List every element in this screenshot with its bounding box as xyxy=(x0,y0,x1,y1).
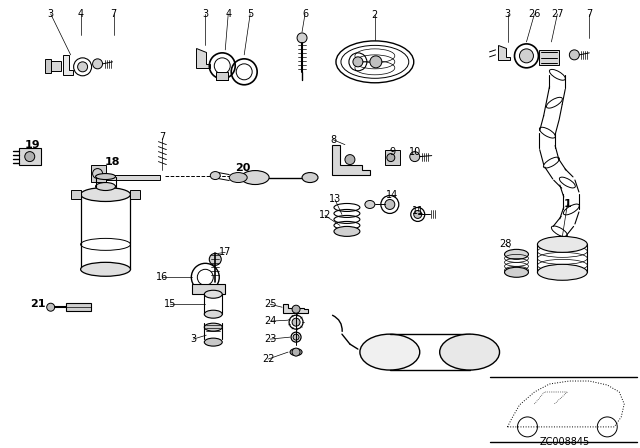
Circle shape xyxy=(47,303,54,311)
Ellipse shape xyxy=(334,226,360,237)
Ellipse shape xyxy=(302,172,318,182)
Text: 17: 17 xyxy=(219,247,232,257)
Text: 16: 16 xyxy=(156,272,168,282)
Ellipse shape xyxy=(95,173,116,180)
Text: 6: 6 xyxy=(302,9,308,19)
Circle shape xyxy=(297,33,307,43)
Polygon shape xyxy=(63,55,72,75)
Polygon shape xyxy=(19,148,41,164)
Circle shape xyxy=(370,56,382,68)
Text: 3: 3 xyxy=(504,9,511,19)
Text: 15: 15 xyxy=(164,299,177,309)
Ellipse shape xyxy=(204,290,222,298)
Text: 4: 4 xyxy=(77,9,84,19)
Circle shape xyxy=(209,254,221,265)
Text: 19: 19 xyxy=(25,140,40,150)
Ellipse shape xyxy=(538,237,588,252)
Text: 7: 7 xyxy=(159,132,166,142)
Polygon shape xyxy=(497,45,509,60)
Text: 7: 7 xyxy=(586,9,593,19)
Polygon shape xyxy=(385,150,400,164)
Ellipse shape xyxy=(204,338,222,346)
Text: 3: 3 xyxy=(202,9,209,19)
Circle shape xyxy=(387,154,395,162)
Text: 27: 27 xyxy=(551,9,564,19)
Text: 11: 11 xyxy=(412,207,424,216)
Ellipse shape xyxy=(95,182,116,190)
Circle shape xyxy=(520,49,534,63)
Polygon shape xyxy=(216,72,228,80)
Circle shape xyxy=(292,348,300,356)
Polygon shape xyxy=(540,50,559,65)
Circle shape xyxy=(413,211,422,219)
Polygon shape xyxy=(91,164,106,181)
Ellipse shape xyxy=(440,334,500,370)
Circle shape xyxy=(292,318,300,326)
Circle shape xyxy=(25,151,35,162)
Circle shape xyxy=(345,155,355,164)
Ellipse shape xyxy=(241,171,269,185)
Text: 26: 26 xyxy=(528,9,541,19)
Text: 13: 13 xyxy=(329,194,341,204)
Ellipse shape xyxy=(229,172,247,182)
Ellipse shape xyxy=(538,264,588,280)
Text: 22: 22 xyxy=(262,354,275,364)
Polygon shape xyxy=(131,190,140,199)
Circle shape xyxy=(293,334,299,340)
Ellipse shape xyxy=(204,310,222,318)
Ellipse shape xyxy=(204,323,222,331)
Circle shape xyxy=(410,151,420,162)
Text: 21: 21 xyxy=(30,299,45,309)
Polygon shape xyxy=(51,61,61,71)
Text: 1: 1 xyxy=(563,199,572,210)
Text: 25: 25 xyxy=(264,299,276,309)
Polygon shape xyxy=(193,284,225,294)
Text: 5: 5 xyxy=(247,9,253,19)
Circle shape xyxy=(93,59,102,69)
Text: 2: 2 xyxy=(372,10,378,20)
Text: 28: 28 xyxy=(499,239,512,250)
Circle shape xyxy=(292,305,300,313)
Ellipse shape xyxy=(504,250,529,259)
Polygon shape xyxy=(196,48,211,68)
Ellipse shape xyxy=(290,349,302,356)
Text: 7: 7 xyxy=(111,9,116,19)
Ellipse shape xyxy=(365,201,375,208)
Ellipse shape xyxy=(360,334,420,370)
Text: ZC008845: ZC008845 xyxy=(540,437,589,447)
Ellipse shape xyxy=(211,172,220,180)
Text: 10: 10 xyxy=(408,146,421,157)
Ellipse shape xyxy=(81,188,131,202)
Polygon shape xyxy=(332,145,370,175)
Text: 24: 24 xyxy=(264,316,276,326)
Text: 4: 4 xyxy=(225,9,231,19)
Ellipse shape xyxy=(504,267,529,277)
Circle shape xyxy=(353,57,363,67)
Polygon shape xyxy=(91,169,161,180)
Circle shape xyxy=(77,62,88,72)
Text: 3: 3 xyxy=(47,9,54,19)
Polygon shape xyxy=(283,304,308,313)
Polygon shape xyxy=(45,59,51,73)
Text: 20: 20 xyxy=(236,163,251,172)
Text: 12: 12 xyxy=(319,211,331,220)
Text: 3: 3 xyxy=(190,334,196,344)
Polygon shape xyxy=(70,190,81,199)
Circle shape xyxy=(385,199,395,210)
Text: 18: 18 xyxy=(105,157,120,167)
Text: 9: 9 xyxy=(390,146,396,157)
Polygon shape xyxy=(66,303,91,311)
Text: 14: 14 xyxy=(386,190,398,201)
Ellipse shape xyxy=(81,263,131,276)
Text: 23: 23 xyxy=(264,334,276,344)
Text: 8: 8 xyxy=(330,135,336,145)
Circle shape xyxy=(570,50,579,60)
